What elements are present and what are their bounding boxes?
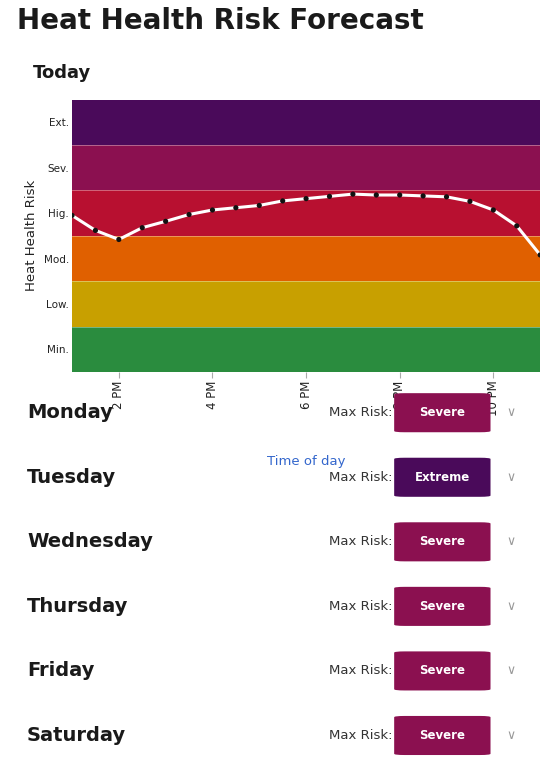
FancyBboxPatch shape [394, 522, 490, 561]
Text: Severe: Severe [419, 729, 465, 742]
Bar [72, 190, 540, 236]
Text: Today: Today [33, 64, 91, 82]
FancyBboxPatch shape [394, 651, 490, 690]
Point [512, 219, 521, 232]
Point [465, 196, 474, 208]
FancyBboxPatch shape [394, 716, 490, 755]
Point [442, 191, 451, 203]
Text: Wednesday: Wednesday [27, 532, 153, 551]
Bar [72, 281, 540, 327]
Text: Severe: Severe [419, 535, 465, 548]
Y-axis label: Heat Health Risk: Heat Health Risk [25, 180, 38, 291]
FancyBboxPatch shape [394, 587, 490, 626]
Point [325, 190, 334, 202]
Text: Saturday: Saturday [27, 726, 126, 745]
Point [161, 216, 170, 228]
Point [489, 204, 497, 216]
Bar [72, 327, 540, 372]
Point [372, 189, 381, 201]
Point [68, 209, 76, 222]
Text: Max Risk:: Max Risk: [329, 664, 393, 677]
Text: Severe: Severe [419, 664, 465, 677]
Bar [72, 100, 540, 145]
Text: Max Risk:: Max Risk: [329, 407, 393, 420]
Point [302, 193, 311, 205]
Text: ∨: ∨ [507, 535, 516, 548]
Text: ∨: ∨ [507, 664, 516, 677]
Point [278, 195, 287, 207]
Point [91, 224, 100, 236]
Point [184, 209, 193, 221]
Text: Severe: Severe [419, 407, 465, 420]
Text: Extreme: Extreme [415, 471, 470, 484]
Text: Tuesday: Tuesday [27, 468, 116, 487]
Point [536, 249, 545, 261]
Text: Friday: Friday [27, 661, 94, 680]
Point [138, 222, 147, 234]
Point [396, 189, 404, 201]
Bar [72, 145, 540, 190]
Text: ∨: ∨ [507, 407, 516, 420]
FancyBboxPatch shape [394, 458, 490, 497]
Text: Max Risk:: Max Risk: [329, 600, 393, 613]
Text: Max Risk:: Max Risk: [329, 729, 393, 742]
Bar [72, 236, 540, 281]
Point [419, 189, 428, 202]
Text: Monday: Monday [27, 403, 113, 422]
Point [348, 188, 357, 200]
Point [208, 204, 217, 216]
Text: ∨: ∨ [507, 600, 516, 613]
Text: Max Risk:: Max Risk: [329, 471, 393, 484]
Text: Max Risk:: Max Risk: [329, 535, 393, 548]
Point [114, 233, 123, 245]
X-axis label: Time of day: Time of day [267, 455, 345, 468]
Text: ∨: ∨ [507, 471, 516, 484]
FancyBboxPatch shape [394, 393, 490, 433]
Text: Severe: Severe [419, 600, 465, 613]
Text: ∨: ∨ [507, 729, 516, 742]
Text: Heat Health Risk Forecast: Heat Health Risk Forecast [17, 8, 423, 35]
Point [232, 202, 240, 214]
Text: Thursday: Thursday [27, 597, 129, 616]
Point [255, 199, 264, 212]
